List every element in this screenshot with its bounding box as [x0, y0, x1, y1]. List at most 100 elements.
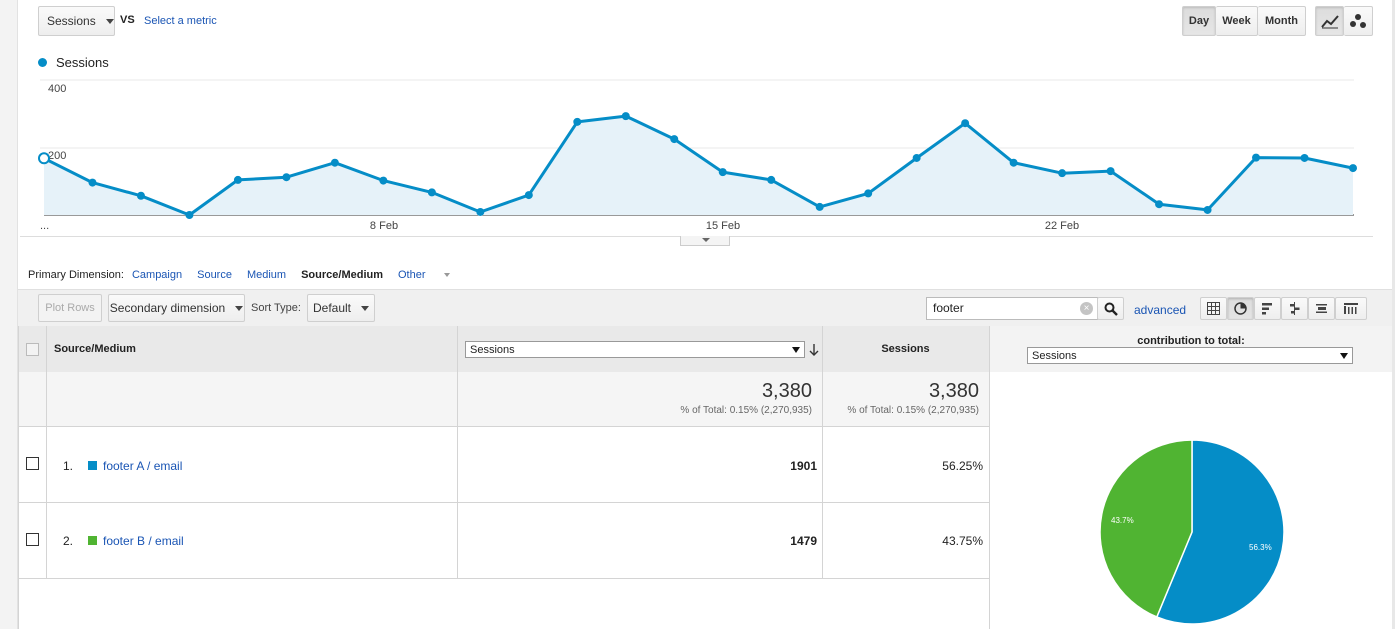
data-point[interactable] — [427, 188, 436, 197]
data-point[interactable] — [379, 176, 388, 185]
table-search-input[interactable]: footer — [926, 297, 1098, 320]
term-cloud-icon — [1316, 304, 1327, 313]
data-point[interactable] — [1300, 153, 1309, 162]
legend-swatch — [38, 58, 47, 67]
data-point[interactable] — [1106, 167, 1115, 176]
view-comparison-button[interactable] — [1281, 297, 1308, 320]
line-chart-button[interactable] — [1315, 6, 1344, 36]
contribution-select[interactable]: Sessions — [1027, 347, 1353, 364]
pie-label-a: 56.3% — [1249, 543, 1272, 552]
dimension-header: Source/Medium — [54, 343, 136, 355]
view-pivot-button[interactable] — [1335, 297, 1367, 320]
secondary-dimension-dropdown[interactable]: Secondary dimension — [108, 294, 245, 322]
table-grid-icon — [1207, 302, 1220, 315]
chevron-down-icon — [443, 273, 450, 278]
data-point[interactable] — [961, 119, 970, 128]
secondary-dimension-label: Secondary dimension — [109, 301, 226, 315]
data-point[interactable] — [864, 189, 873, 198]
data-point[interactable] — [815, 202, 824, 211]
clear-icon[interactable]: × — [1080, 302, 1093, 315]
data-point[interactable] — [767, 175, 776, 184]
left-sidebar-edge — [0, 0, 18, 629]
row-checkbox[interactable] — [26, 457, 39, 470]
bar-chart-icon — [1262, 303, 1272, 315]
data-point[interactable] — [1349, 164, 1357, 173]
x-tick-8-feb: 8 Feb — [369, 220, 399, 232]
data-point[interactable] — [282, 173, 291, 182]
data-point[interactable] — [1203, 205, 1212, 214]
comparison-icon — [1290, 302, 1300, 315]
period-day-button[interactable]: Day — [1182, 6, 1216, 36]
data-point[interactable] — [88, 178, 97, 187]
data-point[interactable] — [912, 153, 921, 162]
dimension-source-medium[interactable]: Source/Medium — [301, 269, 383, 281]
dimension-other[interactable]: Other — [398, 269, 465, 281]
view-performance-button[interactable] — [1254, 297, 1281, 320]
dimension-medium[interactable]: Medium — [246, 269, 287, 281]
data-point[interactable] — [1252, 153, 1261, 162]
dimension-source[interactable]: Source — [197, 269, 232, 281]
period-week-button[interactable]: Week — [1216, 6, 1258, 36]
total-value-2: 3,380 — [928, 380, 979, 402]
row-dimension-link[interactable]: footer B / email — [103, 534, 184, 548]
dimension-other-label: Other — [398, 269, 426, 281]
sessions-area-fill — [44, 116, 1353, 215]
pie-chart-icon — [1234, 302, 1247, 315]
primary-dimension-bar: Primary Dimension: Campaign Source Mediu… — [28, 269, 480, 281]
advanced-filter-link[interactable]: advanced — [1134, 303, 1187, 317]
sort-descending-icon[interactable] — [808, 343, 820, 357]
contribution-header-label: contribution to total: — [1137, 335, 1245, 347]
data-point[interactable] — [476, 207, 485, 216]
row-sessions-value: 1901 — [790, 459, 817, 473]
x-tick-15-feb: 15 Feb — [705, 220, 741, 232]
sessions-series-line — [43, 114, 1354, 217]
row-number: 2. — [63, 534, 74, 548]
data-point[interactable] — [718, 168, 727, 177]
data-point[interactable] — [573, 117, 582, 126]
data-point[interactable] — [524, 191, 533, 200]
motion-chart-button[interactable] — [1344, 6, 1373, 36]
row-checkbox[interactable] — [26, 533, 39, 546]
sessions-header: Sessions — [881, 343, 930, 355]
search-button[interactable] — [1097, 297, 1124, 320]
chart-collapse-handle[interactable] — [680, 236, 730, 246]
line-chart-icon — [1320, 15, 1339, 29]
data-point[interactable] — [233, 175, 242, 184]
dimension-campaign[interactable]: Campaign — [131, 269, 183, 281]
metric-column-select-label: Sessions — [470, 343, 515, 356]
view-term-cloud-button[interactable] — [1308, 297, 1335, 320]
data-point[interactable] — [1009, 158, 1018, 167]
period-month-button[interactable]: Month — [1258, 6, 1306, 36]
legend-label: Sessions — [56, 55, 109, 70]
select-all-checkbox[interactable] — [26, 343, 39, 356]
data-point[interactable] — [1155, 200, 1164, 209]
col-divider — [18, 326, 19, 629]
total-pct-1: % of Total: 0.15% (2,270,935) — [680, 405, 812, 416]
sort-type-dropdown[interactable]: Default — [307, 294, 375, 322]
row-color-swatch — [88, 536, 97, 545]
row-divider — [18, 502, 990, 503]
plot-rows-button[interactable]: Plot Rows — [38, 294, 102, 322]
data-point[interactable] — [1058, 169, 1067, 178]
data-point[interactable] — [330, 158, 339, 167]
row-dimension-link[interactable]: footer A / email — [103, 459, 183, 473]
sort-type-label: Sort Type: — [251, 302, 301, 314]
select-metric-link[interactable]: Select a metric — [144, 15, 217, 27]
pie-slice[interactable] — [1099, 439, 1193, 618]
chevron-down-icon — [361, 305, 370, 311]
contribution-pie-chart — [1099, 439, 1285, 625]
data-point[interactable] — [136, 191, 145, 200]
metric-column-select[interactable]: Sessions — [465, 341, 805, 358]
pivot-icon — [1344, 303, 1358, 314]
right-scroll-edge — [1392, 0, 1395, 629]
data-point[interactable] — [670, 135, 679, 144]
pie-slice[interactable] — [1155, 439, 1285, 625]
data-point[interactable] — [621, 112, 630, 121]
sort-type-value: Default — [312, 301, 352, 315]
metric-dropdown[interactable]: Sessions — [38, 6, 115, 36]
view-table-button[interactable] — [1200, 297, 1227, 320]
col-divider — [989, 326, 990, 629]
metric-dropdown-label: Sessions — [47, 14, 96, 28]
view-pie-button[interactable] — [1227, 297, 1254, 320]
data-point[interactable] — [185, 211, 194, 219]
